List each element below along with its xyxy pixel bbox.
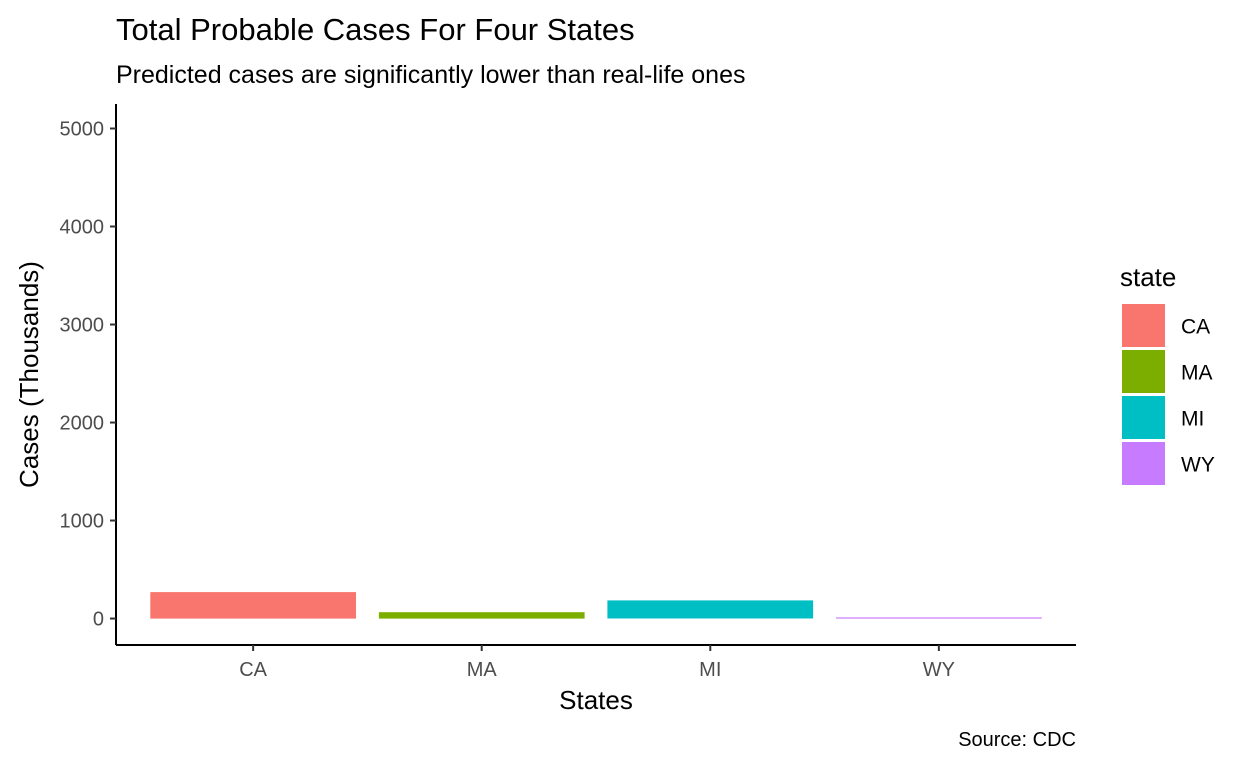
legend-key-wy xyxy=(1122,442,1165,485)
x-ticks: CA MA MI WY xyxy=(239,645,955,681)
legend-key-ma xyxy=(1122,350,1165,393)
legend-key-mi xyxy=(1122,396,1165,439)
y-ticks: 0 1000 2000 3000 4000 5000 xyxy=(60,119,116,631)
legend-label-wy: WY xyxy=(1181,454,1215,477)
legend: state CA MA MI WY xyxy=(1120,262,1215,485)
y-axis-title: Cases (Thousands) xyxy=(14,261,44,488)
x-tick-label: WY xyxy=(923,659,955,681)
legend-label-ma: MA xyxy=(1181,362,1213,385)
y-tick-label: 2000 xyxy=(60,413,105,435)
legend-label-ca: CA xyxy=(1181,316,1210,339)
axes-layer xyxy=(115,104,1076,646)
chart-subtitle: Predicted cases are significantly lower … xyxy=(116,61,746,89)
bar-ma xyxy=(378,612,585,619)
x-tick-label: MI xyxy=(699,659,721,681)
y-tick-label: 4000 xyxy=(60,217,105,239)
chart-caption: Source: CDC xyxy=(958,729,1076,751)
y-tick-label: 3000 xyxy=(60,315,105,337)
y-tick-label: 1000 xyxy=(60,511,105,533)
x-axis-title: States xyxy=(559,685,633,715)
y-tick-label: 5000 xyxy=(60,119,105,141)
bar-wy xyxy=(836,617,1042,619)
x-tick-label: MA xyxy=(467,659,498,681)
legend-title: state xyxy=(1120,262,1176,292)
x-tick-label: CA xyxy=(239,659,267,681)
bar-ca xyxy=(150,592,356,619)
bar-mi xyxy=(607,600,814,619)
legend-label-mi: MI xyxy=(1181,408,1204,431)
chart-title: Total Probable Cases For Four States xyxy=(116,12,635,47)
bars-layer xyxy=(150,592,1042,619)
y-tick-label: 0 xyxy=(93,609,104,631)
legend-key-ca xyxy=(1122,304,1165,347)
